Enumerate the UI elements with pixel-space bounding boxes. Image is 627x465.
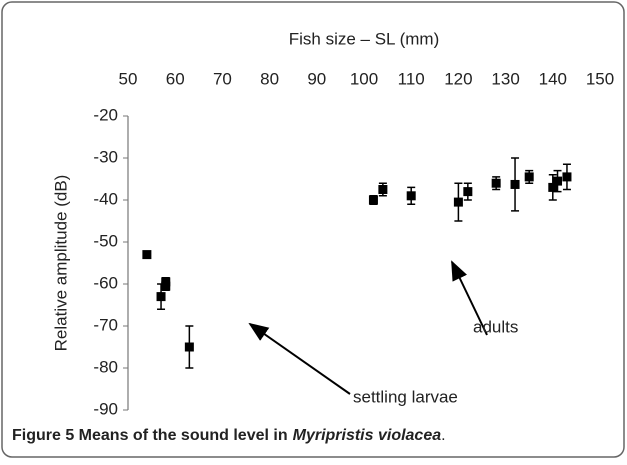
y-tick-label: -90 [93, 399, 118, 418]
marker [378, 185, 388, 194]
marker [156, 292, 166, 302]
annotation: settling larvae [353, 387, 458, 406]
caption-bold: Figure 5 Means of the sound level in [12, 427, 288, 444]
marker [553, 176, 563, 186]
x-axis-label: Fish size – SL (mm) [289, 29, 440, 48]
marker [161, 281, 171, 291]
marker [184, 342, 194, 352]
marker [491, 178, 501, 188]
y-tick-label: -70 [93, 315, 118, 334]
y-tick-label: -60 [93, 273, 118, 292]
marker [368, 195, 378, 205]
y-tick-label: -30 [93, 147, 118, 166]
x-tick-label: 120 [444, 69, 472, 88]
marker [406, 191, 416, 201]
x-tick-label: 150 [586, 69, 614, 88]
x-tick-label: 60 [166, 69, 185, 88]
marker [548, 182, 558, 192]
y-tick-label: -50 [93, 231, 118, 250]
marker [463, 187, 473, 197]
x-tick-label: 90 [307, 69, 326, 88]
y-axis-label: Relative amplitude (dB) [51, 175, 70, 352]
y-tick-label: -80 [93, 357, 118, 376]
marker [562, 172, 572, 182]
marker [142, 250, 152, 260]
x-tick-label: 80 [260, 69, 279, 88]
x-tick-label: 100 [350, 69, 378, 88]
x-tick-label: 50 [119, 69, 138, 88]
x-tick-label: 70 [213, 69, 232, 88]
marker [453, 197, 463, 207]
arrow [248, 322, 351, 395]
x-tick-label: 130 [491, 69, 519, 88]
y-tick-label: -40 [93, 189, 118, 208]
marker [510, 179, 520, 189]
caption-end: . [441, 427, 445, 444]
caption: Figure 5 Means of the sound level in Myri… [12, 427, 446, 444]
x-tick-label: 110 [398, 69, 425, 88]
caption-italic: Myripristis violacea [293, 427, 442, 444]
y-tick-label: -20 [93, 105, 118, 124]
arrow [451, 260, 488, 336]
annotation: adults [473, 317, 518, 336]
marker [524, 172, 534, 182]
x-tick-label: 140 [539, 69, 567, 88]
frame [1, 1, 625, 458]
